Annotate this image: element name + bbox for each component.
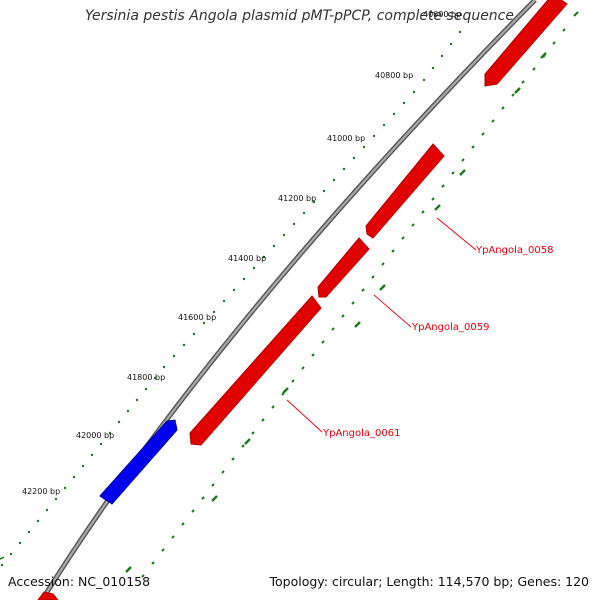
- gene-label-0059: YpAngola_0059: [411, 322, 489, 333]
- bp-label-42200: 42200 bp: [22, 487, 60, 496]
- sequence-backbone: [39, 0, 537, 600]
- outer-tick-track: [125, 11, 579, 578]
- bp-label-41000: 41000 bp: [327, 134, 365, 143]
- bp-label-41600: 41600 bp: [178, 313, 216, 322]
- gene-feature-0059[interactable]: [317, 237, 370, 298]
- accession-text: Accession: NC_010158: [8, 574, 151, 589]
- sequence-backbone-highlight: [41, 0, 536, 600]
- gene-label-0058: YpAngola_0058: [475, 245, 553, 256]
- gene-feature-bottom[interactable]: [37, 591, 59, 600]
- bp-label-40600: 40600 bp: [423, 10, 461, 19]
- gene-feature-top[interactable]: [484, 0, 568, 87]
- reverse-gene-feature[interactable]: [99, 419, 178, 505]
- gene-label-leaders: [286, 217, 477, 433]
- inner-tick-track: [0, 30, 462, 567]
- bp-label-41400: 41400 bp: [228, 254, 266, 263]
- bp-label-42000: 42000 bp: [76, 431, 114, 440]
- gene-label-0061: YpAngola_0061: [322, 428, 400, 439]
- bp-label-40800: 40800 bp: [375, 71, 413, 80]
- ruler-labels: 40600 bp 40800 bp 41000 bp 41200 bp 4140…: [22, 10, 461, 496]
- gene-labels: YpAngola_0058 YpAngola_0059 YpAngola_006…: [322, 245, 553, 439]
- forward-strand-genes[interactable]: [37, 0, 568, 600]
- bp-label-41800: 41800 bp: [127, 373, 165, 382]
- gene-feature-0061[interactable]: [189, 295, 322, 446]
- bp-label-41200: 41200 bp: [278, 194, 316, 203]
- gene-feature-0058[interactable]: [365, 143, 445, 239]
- summary-text: Topology: circular; Length: 114,570 bp; …: [269, 574, 590, 589]
- map-title: Yersinia pestis Angola plasmid pMT-pPCP,…: [84, 8, 514, 24]
